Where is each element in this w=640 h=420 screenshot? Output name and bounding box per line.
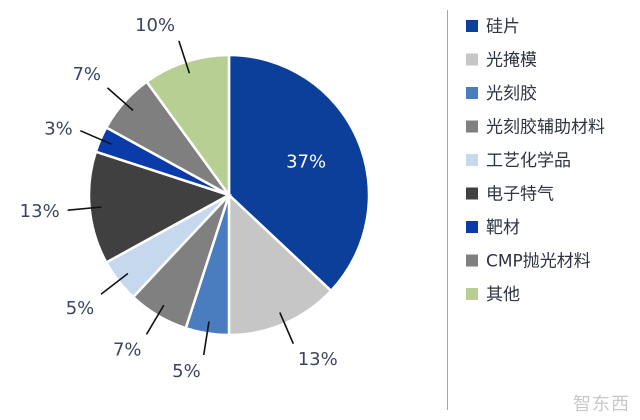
legend-swatch [466,187,478,200]
legend-label: 靶材 [486,218,520,238]
leader-line [279,312,295,345]
slice-label: 13% [298,349,338,370]
legend-swatch [466,154,478,166]
pie-slices [87,53,371,337]
slice-label: 10% [135,15,175,36]
watermark: 智东西 [573,394,630,415]
slice-label: 7% [113,340,142,361]
slice-label: 7% [72,64,101,85]
leader-line [106,87,134,111]
legend-label: CMP抛光材料 [486,252,591,272]
leader-line [178,40,191,74]
legend-swatch [466,20,478,32]
legend-label: 光刻胶辅助材料 [486,118,605,138]
legend-swatch [466,221,478,233]
slice-label: 13% [20,201,60,222]
legend-swatch [466,120,478,133]
legend-label: 光刻胶 [486,84,537,104]
slice-label: 5% [172,361,201,382]
legend-label: 光掩模 [486,51,537,71]
legend-label: 其他 [486,285,520,305]
leader-line [145,304,165,335]
slice-label: 3% [44,118,73,139]
legend-swatch [466,87,478,99]
pie-slice [227,53,371,293]
leader-line [67,206,102,211]
leader-line [202,321,210,356]
slice-label: 5% [66,298,95,319]
legend-label: 硅片 [486,17,520,37]
leader-line [100,272,129,295]
legend-swatch [466,53,478,66]
legend-swatch [466,288,478,300]
legend-label: 工艺化学品 [486,151,571,171]
legend-swatch [466,254,478,267]
slice-labels: 37% 13% 5% 7% 5% 13% 3% 7% 10% [20,15,338,382]
legend-divider [447,10,448,410]
legend-label: 电子特气 [486,185,554,205]
slice-label: 37% [286,152,326,173]
leader-lines [67,40,295,356]
leader-line [79,129,112,145]
